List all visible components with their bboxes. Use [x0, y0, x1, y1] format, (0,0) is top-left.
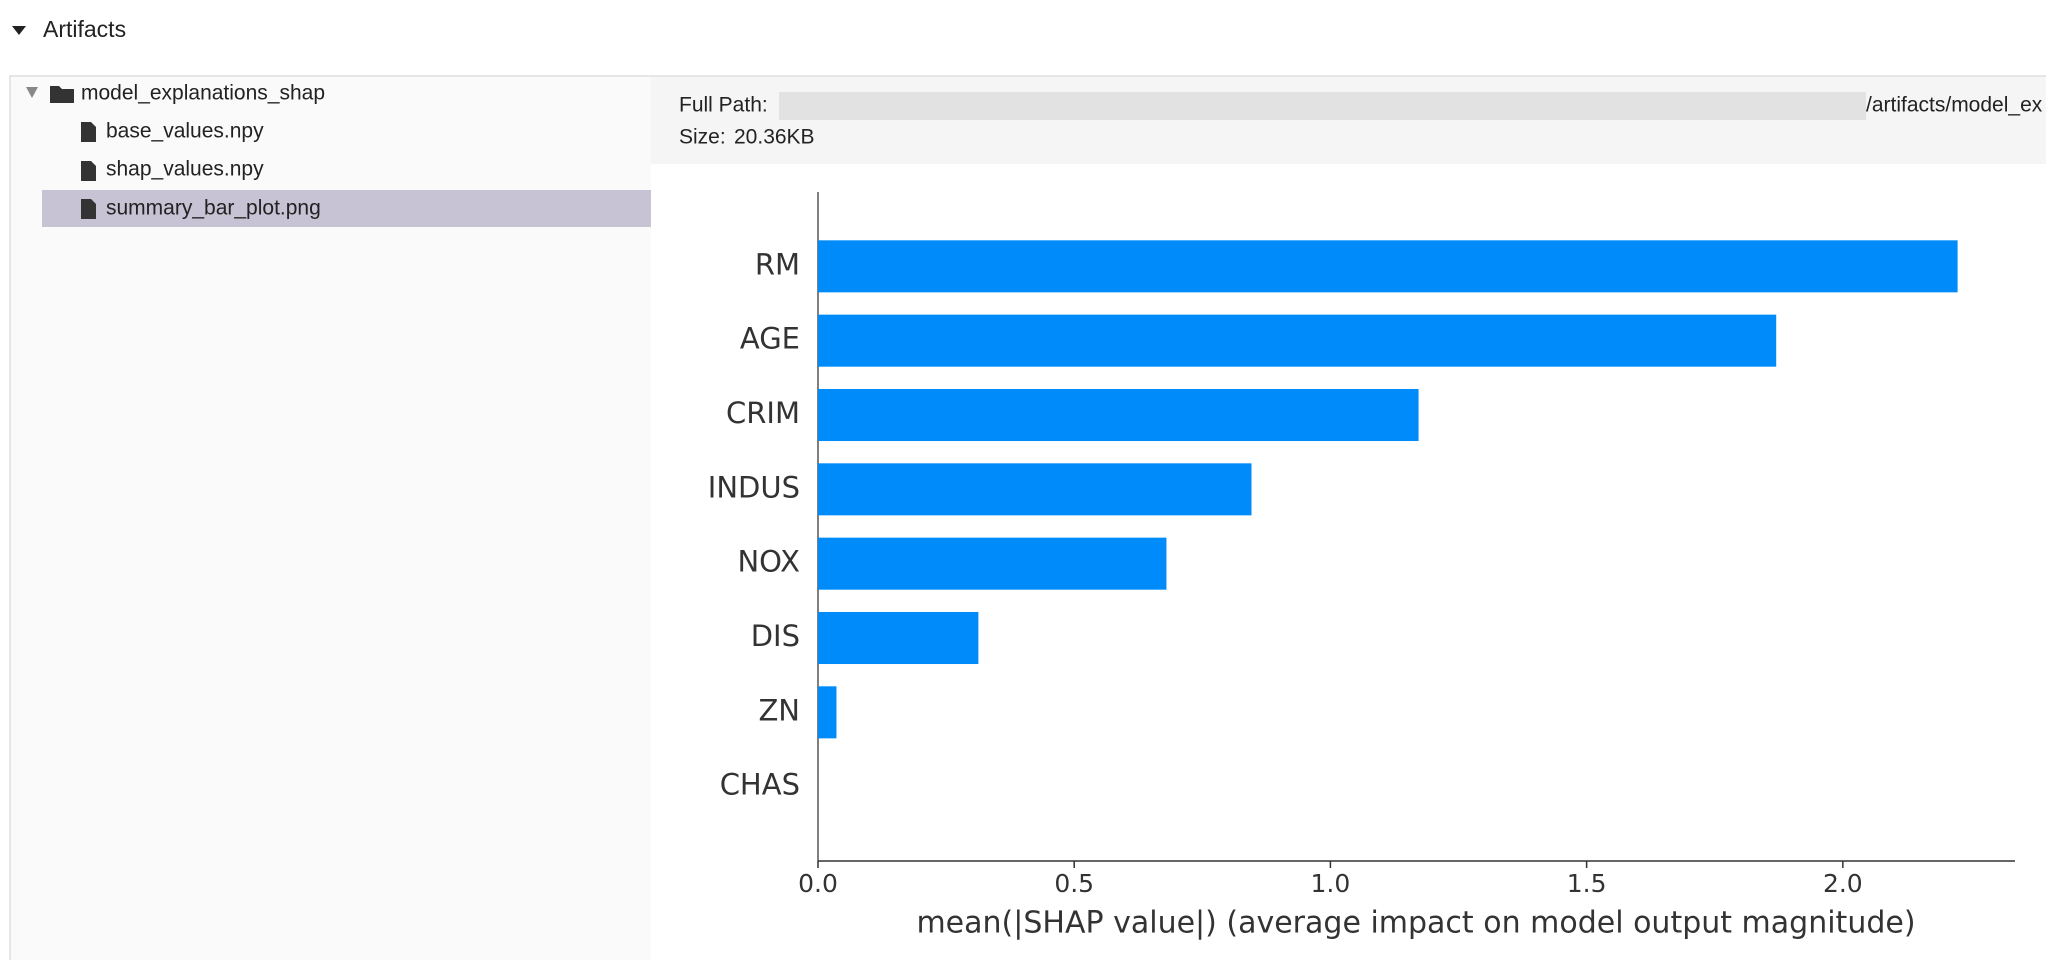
bar	[818, 240, 1958, 293]
blurred-path	[779, 92, 1866, 120]
tree-file[interactable]: shap_values.npy	[106, 158, 264, 181]
x-tick-label: 2.0	[1823, 869, 1863, 898]
path-text: /artifacts/model_ex	[1866, 94, 2043, 117]
bar	[818, 537, 1167, 590]
size-value: 20.36KB	[734, 126, 815, 149]
tree-folder[interactable]: model_explanations_shap	[81, 82, 325, 105]
file-icons	[81, 122, 96, 219]
folder-icon	[50, 86, 74, 103]
tree-file[interactable]: summary_bar_plot.png	[106, 197, 321, 220]
details-header	[651, 77, 2046, 164]
y-tick-label: DIS	[751, 619, 800, 653]
collapse-arrow[interactable]	[12, 26, 26, 35]
bar	[818, 388, 1419, 442]
bar	[818, 611, 979, 665]
y-tick-label: INDUS	[708, 470, 800, 504]
tree-file[interactable]: base_values.npy	[106, 120, 264, 143]
bar	[818, 314, 1777, 367]
size-label: Size:	[679, 126, 726, 149]
y-tick-label: CRIM	[726, 396, 800, 430]
y-tick-label: ZN	[758, 693, 800, 727]
tree-arrow[interactable]	[26, 87, 38, 98]
x-tick-label: 0.5	[1054, 869, 1094, 898]
x-tick-label: 1.0	[1311, 869, 1351, 898]
x-tick-label: 0.0	[798, 869, 838, 898]
path-label: Full Path:	[679, 94, 768, 117]
y-tick-label: AGE	[740, 322, 800, 356]
section-title[interactable]: Artifacts	[43, 16, 126, 42]
bar	[818, 463, 1252, 516]
x-tick-label: 1.5	[1567, 869, 1607, 898]
y-tick-label: CHAS	[720, 768, 800, 802]
y-tick-label: RM	[755, 247, 800, 281]
bar	[818, 686, 837, 739]
x-axis-label: mean(|SHAP value|) (average impact on mo…	[916, 906, 1915, 941]
y-tick-label: NOX	[737, 545, 800, 579]
selected-row	[42, 190, 651, 227]
